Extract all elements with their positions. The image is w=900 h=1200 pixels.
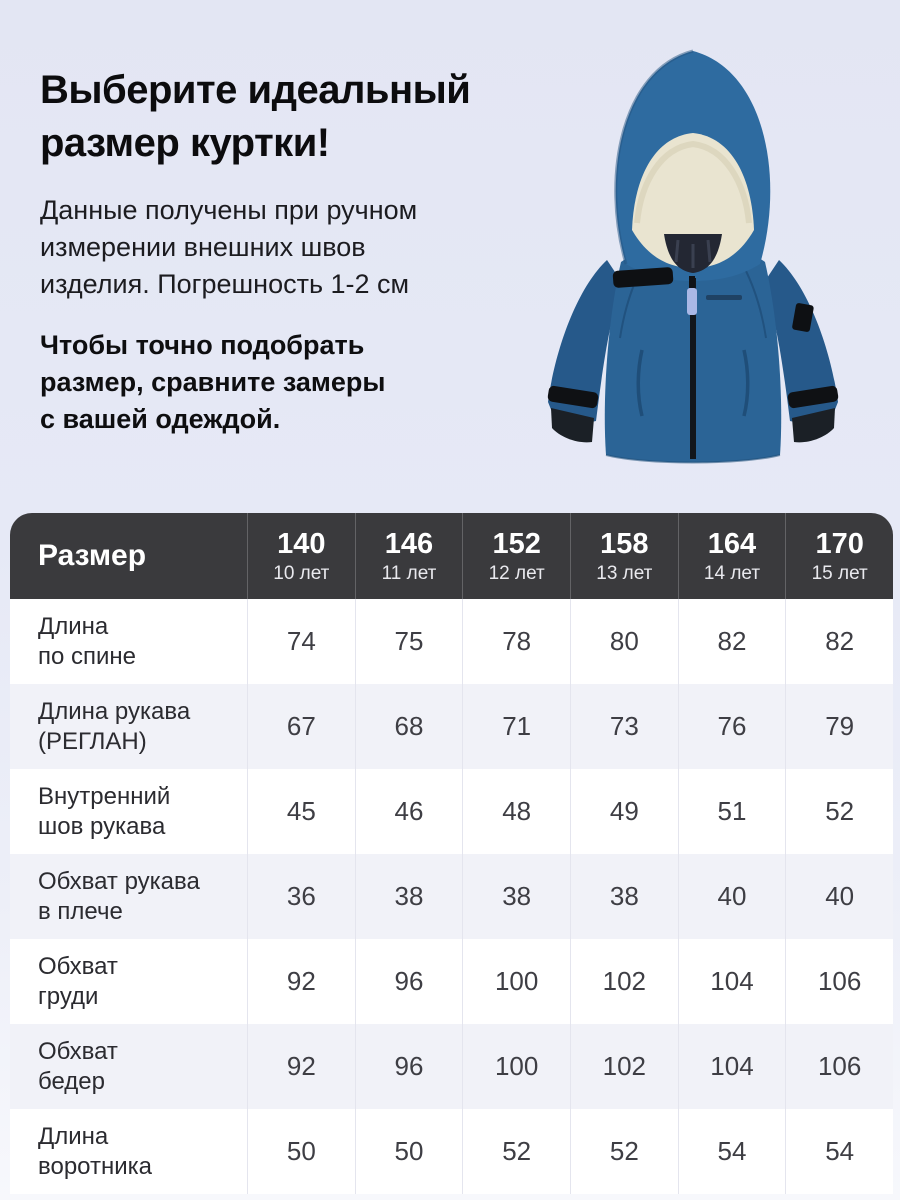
cell-value: 106 — [785, 939, 893, 1024]
cell-value: 50 — [354, 1109, 463, 1194]
row-label: Внутренний шов рукава — [38, 782, 171, 840]
age-value: 14 лет — [703, 562, 761, 584]
row-label: Обхват бедер — [38, 1037, 118, 1095]
measurement-description: Данные получены при ручном измерении вне… — [40, 195, 418, 299]
cell-value: 38 — [569, 854, 678, 939]
age-value: 12 лет — [488, 562, 545, 584]
cell-value: 82 — [785, 599, 893, 684]
cell-value: 67 — [247, 684, 355, 769]
page-title: Выберите идеальный размер куртки! — [40, 68, 471, 165]
sleeve-patch — [792, 303, 814, 332]
header-col-164: 164 14 лет — [677, 513, 786, 599]
age-value: 13 лет — [596, 562, 653, 584]
cuff-strap-right — [787, 385, 839, 409]
cell-value: 78 — [462, 599, 570, 684]
header-col-152: 152 12 лет — [462, 513, 570, 599]
row-chest-girth: Обхват груди 92 96 100 102 104 106 — [10, 939, 893, 1024]
cell-value: 74 — [247, 599, 355, 684]
cell-value: 96 — [354, 939, 463, 1024]
cell-value: 104 — [677, 1024, 786, 1109]
row-sleeve-length: Длина рукава (РЕГЛАН) 67 68 71 73 76 79 — [10, 684, 893, 769]
header-col-170: 170 15 лет — [785, 513, 893, 599]
hero-section: Выберите идеальный размер куртки! Данные… — [40, 64, 510, 438]
cell-value: 40 — [785, 854, 893, 939]
cell-value: 92 — [247, 939, 355, 1024]
row-label: Длина рукава (РЕГЛАН) — [38, 697, 191, 755]
size-value: 140 — [277, 527, 326, 560]
cell-value: 104 — [677, 939, 786, 1024]
row-inner-sleeve-seam: Внутренний шов рукава 45 46 48 49 51 52 — [10, 769, 893, 854]
chest-logo — [706, 295, 742, 300]
cell-value: 52 — [785, 769, 893, 854]
jacket-hood — [614, 49, 771, 281]
size-value: 164 — [707, 527, 757, 560]
row-collar-length: Длина воротника 50 50 52 52 54 54 — [10, 1109, 893, 1194]
pocket-left — [636, 349, 644, 417]
header-col-158: 158 13 лет — [569, 513, 678, 599]
cell-value: 54 — [677, 1109, 786, 1194]
product-photo — [503, 18, 893, 518]
cell-value: 36 — [247, 854, 355, 939]
size-value: 152 — [492, 527, 541, 560]
cell-value: 75 — [354, 599, 463, 684]
chest-strap — [612, 267, 674, 288]
cell-value: 100 — [462, 939, 570, 1024]
size-value: 158 — [600, 527, 649, 560]
cell-value: 48 — [462, 769, 570, 854]
size-value: 146 — [384, 527, 434, 560]
row-label: Обхват рукава в плече — [38, 867, 200, 925]
size-table: Размер 140 10 лет 146 11 лет 152 12 лет … — [10, 513, 893, 1194]
cell-value: 102 — [569, 939, 678, 1024]
cell-value: 49 — [569, 769, 678, 854]
cell-value: 46 — [354, 769, 463, 854]
header-corner-label: Размер — [38, 539, 147, 572]
header-col-140: 140 10 лет — [247, 513, 355, 599]
jacket-sleeves — [547, 260, 839, 443]
cell-value: 52 — [569, 1109, 678, 1194]
cell-value: 45 — [247, 769, 355, 854]
cell-value: 52 — [462, 1109, 570, 1194]
cell-value: 106 — [785, 1024, 893, 1109]
zipper-pull — [687, 288, 697, 315]
cell-value: 54 — [785, 1109, 893, 1194]
sizing-advice-note: Чтобы точно подобрать размер, сравните з… — [40, 330, 386, 434]
header-col-146: 146 11 лет — [354, 513, 463, 599]
cell-value: 76 — [677, 684, 786, 769]
cell-value: 71 — [462, 684, 570, 769]
cell-value: 73 — [569, 684, 678, 769]
row-hip-girth: Обхват бедер 92 96 100 102 104 106 — [10, 1024, 893, 1109]
cell-value: 40 — [677, 854, 786, 939]
cell-value: 38 — [354, 854, 463, 939]
jacket-image — [547, 49, 839, 464]
fleece-lining — [632, 133, 754, 268]
pocket-right — [742, 349, 750, 417]
row-label: Длина воротника — [38, 1122, 153, 1180]
cell-value: 68 — [354, 684, 463, 769]
cell-value: 50 — [247, 1109, 355, 1194]
row-back-length: Длина по спине 74 75 78 80 82 82 — [10, 599, 893, 684]
cell-value: 79 — [785, 684, 893, 769]
row-label: Длина по спине — [38, 612, 137, 670]
jacket-details — [612, 267, 814, 459]
age-value: 10 лет — [273, 562, 330, 584]
size-table-header: Размер 140 10 лет 146 11 лет 152 12 лет … — [10, 513, 893, 599]
row-shoulder-sleeve-girth: Обхват рукава в плече 36 38 38 38 40 40 — [10, 854, 893, 939]
cell-value: 102 — [569, 1024, 678, 1109]
cuff-strap-left — [547, 385, 599, 409]
row-label: Обхват груди — [38, 952, 118, 1010]
age-value: 15 лет — [811, 562, 868, 584]
cell-value: 82 — [677, 599, 786, 684]
age-value: 11 лет — [381, 562, 437, 584]
size-value: 170 — [815, 527, 864, 560]
cell-value: 51 — [677, 769, 786, 854]
cell-value: 92 — [247, 1024, 355, 1109]
cell-value: 100 — [462, 1024, 570, 1109]
cell-value: 38 — [462, 854, 570, 939]
cell-value: 80 — [569, 599, 678, 684]
cell-value: 96 — [354, 1024, 463, 1109]
